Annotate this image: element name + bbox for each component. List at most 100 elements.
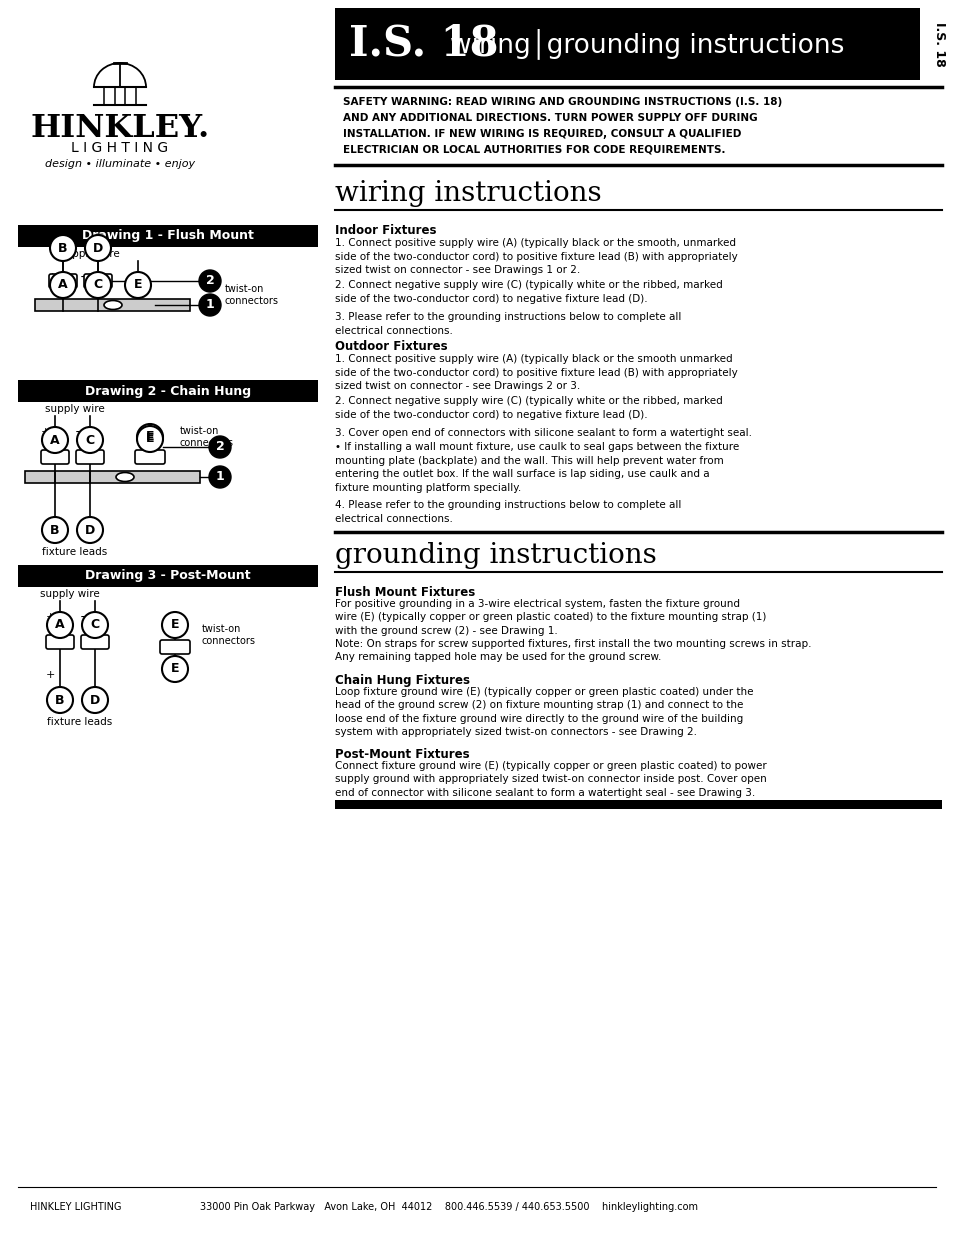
Text: 4. Please refer to the grounding instructions below to complete all
electrical c: 4. Please refer to the grounding instruc…: [335, 500, 680, 524]
Text: design • illuminate • enjoy: design • illuminate • enjoy: [45, 159, 194, 169]
Text: +: +: [40, 427, 50, 437]
Circle shape: [137, 424, 163, 450]
Circle shape: [209, 466, 231, 488]
Text: C: C: [91, 619, 99, 631]
FancyBboxPatch shape: [49, 274, 77, 288]
Text: E: E: [171, 619, 179, 631]
Text: twist-on
connectors: twist-on connectors: [180, 426, 233, 448]
Text: Chain Hung Fixtures: Chain Hung Fixtures: [335, 674, 470, 687]
Text: E: E: [171, 662, 179, 676]
Circle shape: [85, 235, 111, 261]
Bar: [18, 225, 317, 247]
Text: 3. Cover open end of connectors with silicone sealant to form a watertight seal.: 3. Cover open end of connectors with sil…: [335, 429, 751, 438]
Text: wiring│grounding instructions: wiring│grounding instructions: [450, 28, 843, 59]
Text: −: −: [80, 270, 91, 284]
Bar: [35, 299, 190, 311]
Bar: [18, 380, 317, 403]
Text: B: B: [51, 524, 60, 536]
Text: HINKLEY LIGHTING: HINKLEY LIGHTING: [30, 1202, 121, 1212]
Text: E: E: [146, 431, 154, 443]
Text: E: E: [146, 432, 154, 446]
Circle shape: [77, 427, 103, 453]
Circle shape: [47, 613, 73, 638]
Text: 1. Connect positive supply wire (A) (typically black or the smooth, unmarked
sid: 1. Connect positive supply wire (A) (typ…: [335, 238, 737, 275]
Circle shape: [199, 294, 221, 316]
Circle shape: [50, 235, 76, 261]
Text: A: A: [58, 279, 68, 291]
Text: 1: 1: [206, 299, 214, 311]
Circle shape: [137, 426, 163, 452]
Text: Indoor Fixtures: Indoor Fixtures: [335, 224, 436, 237]
Text: AND ANY ADDITIONAL DIRECTIONS. TURN POWER SUPPLY OFF DURING: AND ANY ADDITIONAL DIRECTIONS. TURN POWE…: [343, 112, 757, 124]
Text: wiring instructions: wiring instructions: [335, 180, 601, 207]
Text: 2. Connect negative supply wire (C) (typically white or the ribbed, marked
side : 2. Connect negative supply wire (C) (typ…: [335, 396, 722, 420]
Ellipse shape: [116, 473, 133, 482]
Text: L I G H T I N G: L I G H T I N G: [71, 141, 169, 156]
Text: Drawing 3 - Post-Mount: Drawing 3 - Post-Mount: [85, 569, 251, 583]
Text: 1: 1: [215, 471, 224, 483]
Text: 1. Connect positive supply wire (A) (typically black or the smooth unmarked
side: 1. Connect positive supply wire (A) (typ…: [335, 354, 737, 391]
Text: Outdoor Fixtures: Outdoor Fixtures: [335, 340, 447, 353]
Bar: [335, 7, 919, 80]
Text: supply wire: supply wire: [60, 249, 120, 259]
Circle shape: [50, 272, 76, 298]
Text: +: +: [48, 272, 56, 282]
Circle shape: [85, 272, 111, 298]
Text: D: D: [90, 694, 100, 706]
Text: 3. Please refer to the grounding instructions below to complete all
electrical c: 3. Please refer to the grounding instruc…: [335, 312, 680, 336]
Text: 33000 Pin Oak Parkway   Avon Lake, OH  44012    800.446.5539 / 440.653.5500    h: 33000 Pin Oak Parkway Avon Lake, OH 4401…: [200, 1202, 698, 1212]
Text: B: B: [55, 694, 65, 706]
Text: Drawing 1 - Flush Mount: Drawing 1 - Flush Mount: [82, 230, 253, 242]
Circle shape: [209, 436, 231, 458]
Text: B: B: [58, 242, 68, 254]
Circle shape: [82, 687, 108, 713]
Bar: [335, 800, 941, 809]
Text: grounding instructions: grounding instructions: [335, 542, 656, 569]
Text: I.S. 18: I.S. 18: [933, 22, 945, 67]
Text: twist-on
connectors: twist-on connectors: [225, 284, 278, 306]
Text: Drawing 2 - Chain Hung: Drawing 2 - Chain Hung: [85, 384, 251, 398]
Text: INSTALLATION. IF NEW WIRING IS REQUIRED, CONSULT A QUALIFIED: INSTALLATION. IF NEW WIRING IS REQUIRED,…: [343, 128, 740, 140]
Text: supply wire: supply wire: [45, 404, 105, 414]
FancyBboxPatch shape: [41, 450, 69, 464]
Ellipse shape: [104, 300, 122, 310]
Text: fixture leads: fixture leads: [42, 547, 108, 557]
Text: I.S. 18: I.S. 18: [349, 23, 498, 65]
Text: Flush Mount Fixtures: Flush Mount Fixtures: [335, 585, 475, 599]
FancyBboxPatch shape: [160, 640, 190, 655]
Text: SAFETY WARNING: READ WIRING AND GROUNDING INSTRUCTIONS (I.S. 18): SAFETY WARNING: READ WIRING AND GROUNDIN…: [343, 98, 781, 107]
Text: A: A: [55, 619, 65, 631]
Bar: [25, 471, 200, 483]
FancyBboxPatch shape: [46, 635, 74, 650]
Text: • If installing a wall mount fixture, use caulk to seal gaps between the fixture: • If installing a wall mount fixture, us…: [335, 442, 739, 493]
Text: 2: 2: [206, 274, 214, 288]
Text: D: D: [92, 242, 103, 254]
Text: supply wire: supply wire: [40, 589, 100, 599]
Circle shape: [42, 517, 68, 543]
Circle shape: [82, 613, 108, 638]
FancyBboxPatch shape: [76, 450, 104, 464]
Text: fixture leads: fixture leads: [48, 230, 112, 240]
Text: +: +: [45, 613, 54, 622]
Text: HINKLEY.: HINKLEY.: [30, 112, 210, 144]
Text: −: −: [80, 610, 91, 624]
Text: 2: 2: [215, 441, 224, 453]
FancyBboxPatch shape: [84, 274, 112, 288]
Text: Post-Mount Fixtures: Post-Mount Fixtures: [335, 748, 469, 761]
Text: C: C: [86, 433, 94, 447]
Text: −: −: [74, 426, 85, 438]
Circle shape: [42, 427, 68, 453]
Circle shape: [199, 270, 221, 291]
Text: +: +: [45, 671, 54, 680]
Text: For positive grounding in a 3-wire electrical system, fasten the fixture ground
: For positive grounding in a 3-wire elect…: [335, 599, 811, 662]
FancyBboxPatch shape: [81, 635, 109, 650]
Text: Connect fixture ground wire (E) (typically copper or green plastic coated) to po: Connect fixture ground wire (E) (typical…: [335, 761, 766, 798]
Circle shape: [162, 613, 188, 638]
Circle shape: [162, 656, 188, 682]
Text: A: A: [51, 433, 60, 447]
Text: Loop fixture ground wire (E) (typically copper or green plastic coated) under th: Loop fixture ground wire (E) (typically …: [335, 687, 753, 737]
Text: E: E: [133, 279, 142, 291]
FancyBboxPatch shape: [135, 450, 165, 464]
Text: D: D: [85, 524, 95, 536]
Text: twist-on
connectors: twist-on connectors: [202, 624, 255, 646]
